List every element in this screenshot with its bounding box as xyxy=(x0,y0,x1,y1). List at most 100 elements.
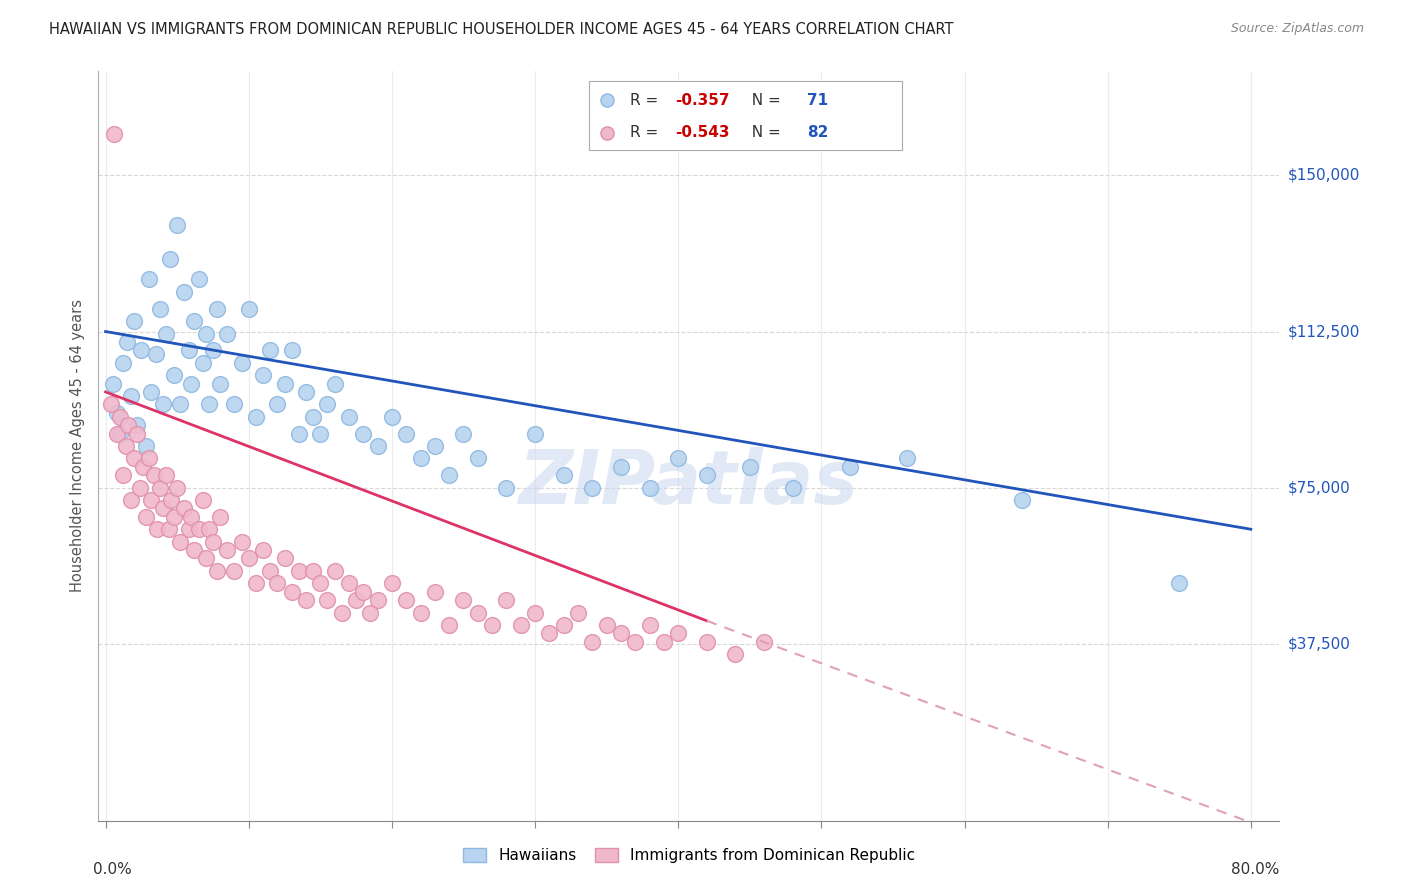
Text: ZIPatlas: ZIPatlas xyxy=(519,447,859,520)
Point xyxy=(652,634,675,648)
Point xyxy=(131,343,153,358)
Point xyxy=(553,468,575,483)
Point xyxy=(337,576,360,591)
Point xyxy=(273,551,295,566)
Point xyxy=(288,564,311,578)
Point xyxy=(166,481,188,495)
Text: $75,000: $75,000 xyxy=(1288,480,1351,495)
Point xyxy=(197,397,219,411)
Point xyxy=(352,426,374,441)
Point xyxy=(166,219,188,233)
Point xyxy=(273,376,295,391)
Point xyxy=(567,606,589,620)
Point xyxy=(101,376,124,391)
Point xyxy=(738,459,761,474)
Point xyxy=(524,606,547,620)
Point xyxy=(610,459,633,474)
Point xyxy=(409,451,432,466)
Point xyxy=(696,634,718,648)
Point xyxy=(135,439,157,453)
Point xyxy=(280,343,302,358)
Point xyxy=(453,426,475,441)
Point xyxy=(183,543,205,558)
Point xyxy=(309,576,332,591)
Point xyxy=(252,368,274,383)
Point xyxy=(423,439,446,453)
Text: R =: R = xyxy=(630,125,664,140)
Point xyxy=(638,618,661,632)
Point xyxy=(1011,493,1033,508)
Point xyxy=(115,334,138,349)
Point xyxy=(238,551,260,566)
Point xyxy=(367,593,389,607)
Point xyxy=(553,618,575,632)
Point xyxy=(155,468,177,483)
Point xyxy=(217,326,239,341)
Point xyxy=(159,252,181,266)
Point xyxy=(183,314,205,328)
Point xyxy=(129,481,152,495)
Point xyxy=(316,397,339,411)
Point xyxy=(245,576,267,591)
Text: 0.0%: 0.0% xyxy=(93,862,131,877)
Text: N =: N = xyxy=(742,93,786,108)
Point xyxy=(782,481,804,495)
Point xyxy=(752,634,775,648)
Point xyxy=(177,522,200,536)
Point xyxy=(295,593,318,607)
Point xyxy=(467,606,489,620)
Point xyxy=(395,593,418,607)
Text: -0.357: -0.357 xyxy=(675,93,730,108)
Point xyxy=(180,376,202,391)
Point xyxy=(160,493,183,508)
Point xyxy=(197,522,219,536)
Point xyxy=(302,409,325,424)
Point xyxy=(169,397,191,411)
Point xyxy=(266,397,288,411)
Point xyxy=(173,285,195,299)
Point xyxy=(103,127,125,141)
Point xyxy=(207,301,229,316)
Point xyxy=(145,347,167,361)
Point xyxy=(111,356,134,370)
Point xyxy=(666,626,689,640)
Point xyxy=(141,493,163,508)
Point xyxy=(122,451,145,466)
Point xyxy=(146,522,169,536)
Point xyxy=(194,551,217,566)
Point xyxy=(152,397,174,411)
Point xyxy=(295,384,318,399)
Point xyxy=(666,451,689,466)
Point xyxy=(111,468,134,483)
Point xyxy=(495,481,517,495)
Point xyxy=(141,384,163,399)
Point xyxy=(381,576,404,591)
Text: $112,500: $112,500 xyxy=(1288,324,1360,339)
Point xyxy=(120,493,142,508)
Point xyxy=(711,793,734,807)
Point xyxy=(316,593,339,607)
Point xyxy=(538,626,561,640)
Point xyxy=(638,481,661,495)
Point xyxy=(337,409,360,424)
Point xyxy=(132,459,155,474)
Point xyxy=(302,564,325,578)
Point xyxy=(245,409,267,424)
Point xyxy=(231,534,253,549)
Point xyxy=(138,451,160,466)
Point xyxy=(330,606,353,620)
Text: Source: ZipAtlas.com: Source: ZipAtlas.com xyxy=(1230,22,1364,36)
Point xyxy=(595,618,617,632)
Point xyxy=(724,647,747,661)
Point xyxy=(149,301,172,316)
Text: $150,000: $150,000 xyxy=(1288,168,1360,183)
Point xyxy=(231,356,253,370)
Point xyxy=(194,326,217,341)
Legend: Hawaiians, Immigrants from Dominican Republic: Hawaiians, Immigrants from Dominican Rep… xyxy=(457,841,921,869)
Point xyxy=(467,451,489,466)
Point xyxy=(280,584,302,599)
Point xyxy=(163,509,186,524)
Point xyxy=(437,468,460,483)
Point xyxy=(610,626,633,640)
Point xyxy=(155,326,177,341)
